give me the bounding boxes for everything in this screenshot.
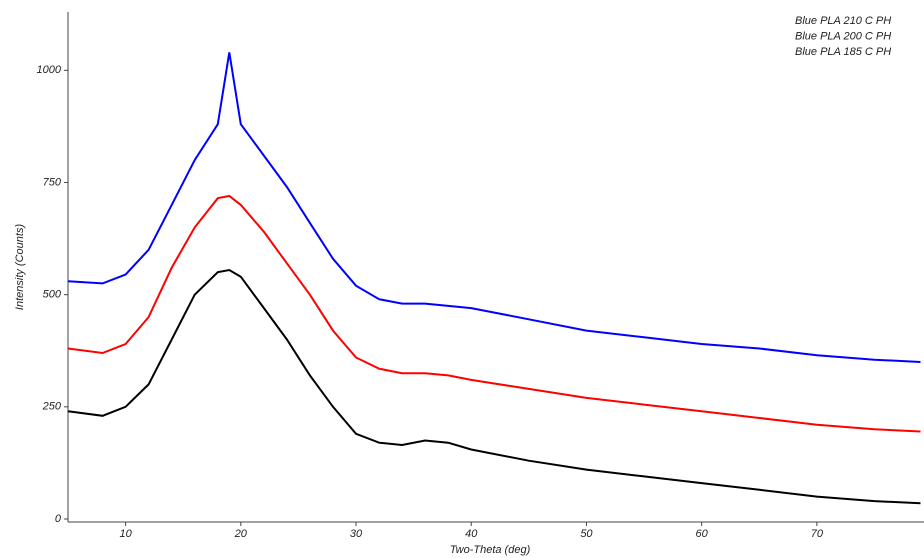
legend-entry: Blue PLA 200 C PH — [795, 30, 891, 42]
x-tick-label: 20 — [234, 528, 248, 540]
x-tick-label: 40 — [465, 528, 478, 540]
legend-entry: Blue PLA 210 C PH — [795, 15, 891, 27]
x-axis-title: Two-Theta (deg) — [450, 544, 531, 556]
series-line — [67, 268, 921, 505]
legend-entry: Blue PLA 185 C PH — [795, 46, 891, 58]
y-tick-label: 500 — [43, 289, 62, 301]
y-tick-label: 750 — [43, 176, 62, 188]
series-line — [67, 194, 921, 433]
y-tick-label: 0 — [55, 513, 62, 525]
y-tick-label: 250 — [42, 401, 62, 413]
series-line — [67, 52, 921, 363]
x-tick-label: 60 — [696, 528, 709, 540]
y-axis-title: Intensity (Counts) — [14, 224, 26, 311]
x-tick-label: 10 — [119, 528, 132, 540]
x-tick-label: 70 — [811, 528, 824, 540]
x-tick-label: 30 — [350, 528, 363, 540]
y-tick-label: 1000 — [37, 64, 62, 76]
x-tick-label: 50 — [580, 528, 593, 540]
